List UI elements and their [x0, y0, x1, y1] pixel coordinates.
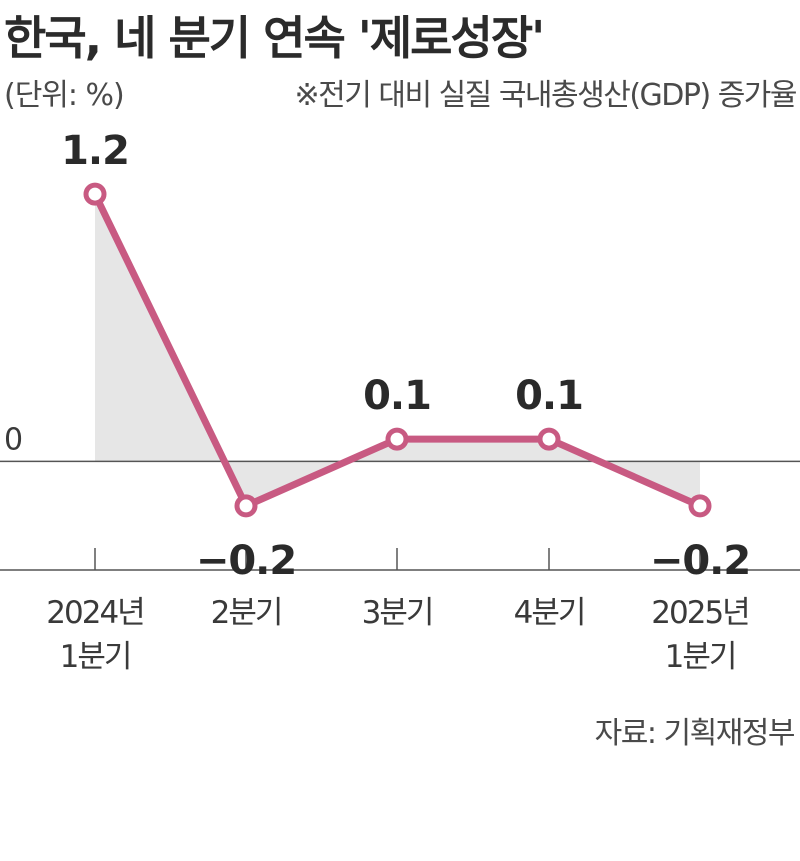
data-label: −0.2: [650, 538, 750, 584]
source-note: 자료: 기획재정부: [594, 716, 796, 751]
shaded-area: [95, 194, 700, 506]
x-tick-label: 1분기: [60, 639, 131, 675]
data-label: −0.2: [196, 538, 296, 584]
data-point: [234, 494, 258, 518]
data-point: [688, 494, 712, 518]
value-label-layer: 1.2 −0.2 0.1 0.1 −0.2: [61, 128, 751, 584]
x-tick-label: 2025년: [651, 595, 748, 631]
data-point: [537, 427, 561, 451]
chart-title: 한국, 네 분기 연속 '제로성장': [4, 11, 545, 65]
data-label: 1.2: [61, 128, 129, 174]
x-tick-layer: 2024년 1분기 2분기 3분기 4분기 2025년 1분기: [46, 548, 751, 675]
data-point: [385, 427, 409, 451]
x-tick-label: 3분기: [362, 595, 433, 631]
zero-tick-label: 0: [4, 422, 23, 457]
x-tick-label: 1분기: [665, 639, 736, 675]
unit-label: (단위: %): [4, 78, 125, 113]
shaded-area-layer: [95, 194, 700, 506]
chart-note: ※전기 대비 실질 국내총생산(GDP) 증가율: [294, 78, 797, 113]
x-tick-label: 4분기: [514, 595, 585, 631]
data-point-layer: [83, 182, 712, 518]
data-point: [83, 182, 107, 206]
x-tick-label: 2024년: [46, 595, 143, 631]
x-tick-label: 2분기: [211, 595, 282, 631]
data-label: 0.1: [363, 373, 431, 419]
data-label: 0.1: [515, 373, 583, 419]
